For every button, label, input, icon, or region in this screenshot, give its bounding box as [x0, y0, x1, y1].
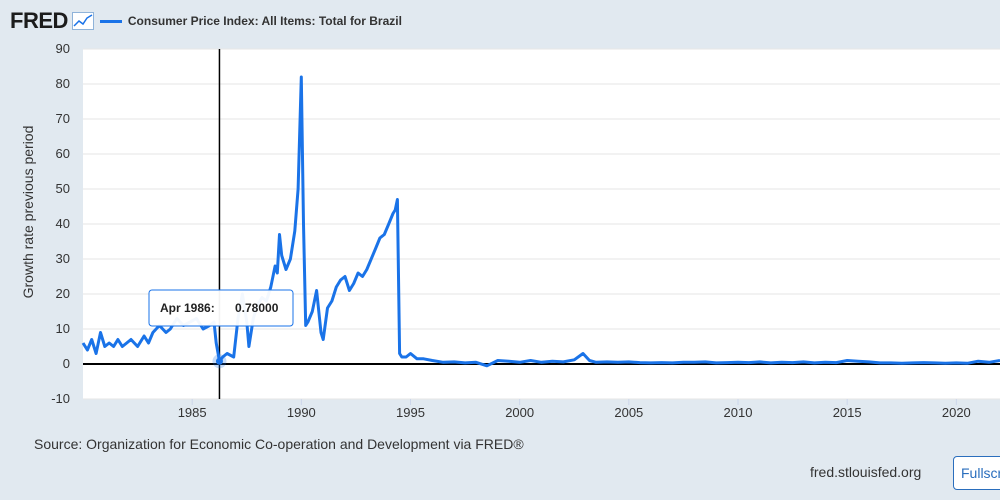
y-tick-label: 50 — [56, 181, 70, 196]
x-tick-label: 2020 — [942, 405, 971, 420]
y-tick-label: 0 — [63, 356, 70, 371]
legend-swatch — [99, 19, 122, 23]
fred-logo[interactable]: FRED — [10, 8, 68, 33]
y-tick-label: 40 — [56, 216, 70, 231]
tooltip-box — [148, 289, 294, 327]
fullscreen-button[interactable]: Fullscreen — [953, 456, 1000, 490]
y-tick-label: 20 — [56, 286, 70, 301]
y-tick-label: 90 — [56, 41, 70, 56]
x-tick-label: 1995 — [396, 405, 425, 420]
y-tick-label: 60 — [56, 146, 70, 161]
x-tick-label: 2015 — [833, 405, 862, 420]
x-tick-label: 1990 — [287, 405, 316, 420]
hover-marker — [215, 357, 223, 365]
source-note: Source: Organization for Economic Co-ope… — [34, 436, 524, 452]
x-tick-label: 2000 — [505, 405, 534, 420]
site-link[interactable]: fred.stlouisfed.org — [810, 464, 922, 480]
y-tick-label: 30 — [56, 251, 70, 266]
x-tick-label: 2010 — [724, 405, 753, 420]
tooltip-date: Apr 1986: — [160, 301, 215, 315]
y-tick-label: 80 — [56, 76, 70, 91]
chart-line-icon — [71, 12, 94, 30]
tooltip-value: 0.78000 — [235, 301, 279, 315]
y-tick-label: -10 — [51, 391, 70, 406]
x-tick-label: 1985 — [178, 405, 207, 420]
y-axis-label: Growth rate previous period — [20, 126, 36, 299]
y-tick-label: 70 — [56, 111, 70, 126]
x-tick-label: 2005 — [614, 405, 643, 420]
chart-header: FRED Consumer Price Index: All Items: To… — [0, 0, 1000, 42]
legend-series-title: Consumer Price Index: All Items: Total f… — [127, 14, 402, 28]
y-tick-label: 10 — [56, 321, 70, 336]
series-legend: Consumer Price Index: All Items: Total f… — [99, 14, 402, 28]
